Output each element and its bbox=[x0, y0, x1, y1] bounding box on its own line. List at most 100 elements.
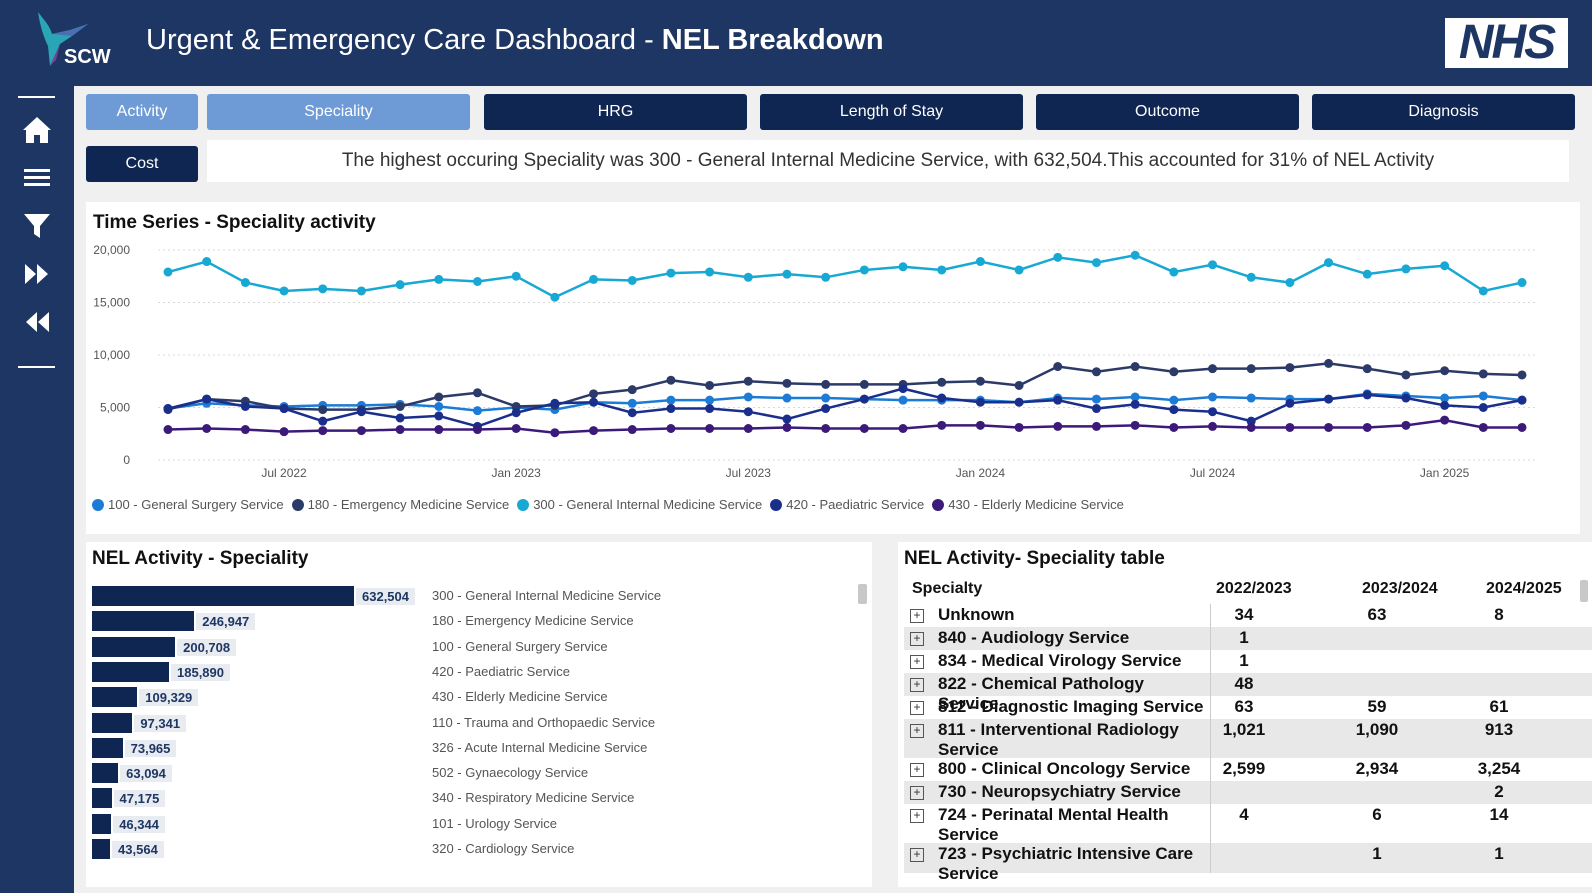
data-point[interactable] bbox=[1246, 364, 1256, 374]
data-point[interactable] bbox=[666, 424, 676, 433]
data-point[interactable] bbox=[1401, 264, 1411, 274]
data-point[interactable] bbox=[511, 271, 521, 281]
data-point[interactable] bbox=[1440, 415, 1450, 425]
data-point[interactable] bbox=[898, 384, 908, 394]
data-point[interactable] bbox=[1478, 422, 1488, 432]
data-point[interactable] bbox=[550, 398, 560, 408]
data-point[interactable] bbox=[1169, 405, 1179, 415]
table-row[interactable]: +834 - Medical Virology Service 1 bbox=[904, 650, 1592, 673]
rewind-icon[interactable] bbox=[20, 306, 54, 338]
data-point[interactable] bbox=[937, 377, 947, 387]
data-point[interactable] bbox=[821, 379, 831, 389]
data-point[interactable] bbox=[395, 413, 405, 423]
data-point[interactable] bbox=[1091, 367, 1101, 377]
data-point[interactable] bbox=[1324, 422, 1334, 432]
data-point[interactable] bbox=[1014, 380, 1024, 390]
tab-speciality[interactable]: Speciality bbox=[207, 94, 470, 130]
expand-icon[interactable]: + bbox=[910, 809, 924, 823]
data-point[interactable] bbox=[975, 376, 985, 386]
data-point[interactable] bbox=[1246, 393, 1256, 403]
data-point[interactable] bbox=[1130, 392, 1140, 402]
data-point[interactable] bbox=[627, 398, 637, 408]
data-point[interactable] bbox=[511, 408, 521, 418]
data-point[interactable] bbox=[898, 262, 908, 272]
expand-icon[interactable]: + bbox=[910, 724, 924, 738]
data-point[interactable] bbox=[1324, 258, 1334, 268]
data-point[interactable] bbox=[589, 397, 599, 407]
data-point[interactable] bbox=[1478, 391, 1488, 401]
data-point[interactable] bbox=[627, 385, 637, 395]
data-point[interactable] bbox=[1285, 398, 1295, 408]
tab-diagnosis[interactable]: Diagnosis bbox=[1312, 94, 1575, 130]
home-icon[interactable] bbox=[20, 114, 54, 146]
tab-cost[interactable]: Cost bbox=[86, 146, 198, 182]
bar-scrollbar[interactable] bbox=[858, 584, 867, 604]
data-point[interactable] bbox=[1053, 252, 1063, 262]
bar-row[interactable]: 63,094 502 - Gynaecology Service bbox=[92, 763, 772, 784]
data-point[interactable] bbox=[589, 274, 599, 284]
legend-item[interactable]: 300 - General Internal Medicine Service bbox=[517, 497, 762, 512]
data-point[interactable] bbox=[1208, 364, 1218, 374]
table-header-specialty[interactable]: Specialty bbox=[912, 580, 983, 597]
data-point[interactable] bbox=[356, 407, 366, 417]
expand-icon[interactable]: + bbox=[910, 655, 924, 669]
data-point[interactable] bbox=[743, 376, 753, 386]
bar-row[interactable]: 200,708 100 - General Surgery Service bbox=[92, 636, 772, 657]
bar-row[interactable]: 185,890 420 - Paediatric Service bbox=[92, 661, 772, 682]
data-point[interactable] bbox=[1053, 421, 1063, 431]
data-point[interactable] bbox=[318, 284, 328, 294]
data-point[interactable] bbox=[821, 272, 831, 282]
bar[interactable] bbox=[92, 839, 111, 859]
bar[interactable] bbox=[92, 661, 169, 682]
table-row[interactable]: +730 - Neuropsychiatry Service 2 bbox=[904, 781, 1592, 804]
data-point[interactable] bbox=[1362, 390, 1372, 400]
bar[interactable] bbox=[92, 687, 138, 708]
data-point[interactable] bbox=[1169, 367, 1179, 377]
data-point[interactable] bbox=[859, 265, 869, 275]
expand-icon[interactable]: + bbox=[910, 609, 924, 623]
data-point[interactable] bbox=[666, 268, 676, 278]
data-point[interactable] bbox=[1169, 422, 1179, 432]
data-point[interactable] bbox=[1091, 258, 1101, 268]
bar-row[interactable]: 97,341 110 - Trauma and Orthopaedic Servi… bbox=[92, 712, 772, 733]
bar[interactable] bbox=[92, 813, 112, 834]
data-point[interactable] bbox=[1053, 395, 1063, 405]
data-point[interactable] bbox=[821, 424, 831, 433]
bar-row[interactable]: 73,965 326 - Acute Internal Medicine Serv… bbox=[92, 737, 772, 758]
expand-icon[interactable]: + bbox=[910, 763, 924, 777]
expand-icon[interactable]: + bbox=[910, 632, 924, 646]
data-point[interactable] bbox=[1091, 421, 1101, 431]
legend-item[interactable]: 100 - General Surgery Service bbox=[92, 497, 284, 512]
table-row[interactable]: +723 - Psychiatric Intensive Care Servic… bbox=[904, 843, 1592, 883]
data-point[interactable] bbox=[1169, 267, 1179, 277]
data-point[interactable] bbox=[1362, 364, 1372, 374]
table-row[interactable]: +800 - Clinical Oncology Service 2,599 2,9… bbox=[904, 758, 1592, 781]
data-point[interactable] bbox=[279, 404, 289, 414]
data-point[interactable] bbox=[472, 406, 482, 416]
data-point[interactable] bbox=[743, 392, 753, 402]
data-point[interactable] bbox=[782, 393, 792, 403]
data-point[interactable] bbox=[589, 389, 599, 399]
data-point[interactable] bbox=[318, 416, 328, 426]
data-point[interactable] bbox=[1362, 269, 1372, 279]
menu-icon[interactable] bbox=[20, 162, 54, 194]
data-point[interactable] bbox=[705, 404, 715, 414]
data-point[interactable] bbox=[511, 424, 521, 433]
data-point[interactable] bbox=[395, 280, 405, 290]
data-point[interactable] bbox=[1130, 420, 1140, 430]
data-point[interactable] bbox=[1014, 265, 1024, 275]
table-row[interactable]: +812 - Diagnostic Imaging Service 63 59 61 bbox=[904, 696, 1592, 719]
data-point[interactable] bbox=[1401, 370, 1411, 380]
data-point[interactable] bbox=[1478, 369, 1488, 379]
data-point[interactable] bbox=[163, 404, 173, 414]
table-scrollbar[interactable] bbox=[1580, 580, 1588, 602]
data-point[interactable] bbox=[975, 257, 985, 267]
table-header-2023-2024[interactable]: 2023/2024 bbox=[1362, 580, 1438, 597]
data-point[interactable] bbox=[511, 401, 521, 411]
data-point[interactable] bbox=[705, 380, 715, 390]
data-point[interactable] bbox=[434, 401, 444, 411]
data-point[interactable] bbox=[356, 286, 366, 296]
data-point[interactable] bbox=[859, 379, 869, 389]
data-point[interactable] bbox=[859, 424, 869, 433]
data-point[interactable] bbox=[1440, 261, 1450, 271]
